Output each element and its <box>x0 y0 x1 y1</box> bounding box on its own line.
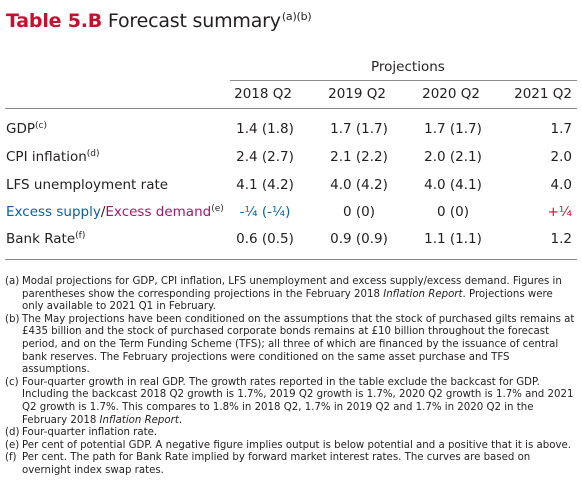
cell-lfs-2019q2: 4.0 (4.2) <box>330 177 388 193</box>
title-notes-ref: (a)(b) <box>281 10 312 23</box>
table-title-text: Forecast summary <box>107 10 281 32</box>
cell-excess-2019q2: 0 (0) <box>342 204 375 220</box>
cell-bankrate-2020q2: 1.1 (1.1) <box>424 231 482 247</box>
cell-bankrate-2021q2: 1.2 <box>550 231 572 247</box>
cell-lfs-2021q2: 4.0 <box>550 177 572 193</box>
cell-lfs-2018q2: 4.1 (4.2) <box>236 177 294 193</box>
footnote-f: (f) Per cent. The path for Bank Rate imp… <box>5 452 531 476</box>
cell-cpi-2020q2: 2.0 (2.1) <box>424 149 482 165</box>
column-header-2021q2: 2021 Q2 <box>514 86 572 102</box>
cell-bankrate-2019q2: 0.9 (0.9) <box>330 231 388 247</box>
column-header-2018q2: 2018 Q2 <box>234 86 292 102</box>
projections-header: Projections <box>371 59 445 75</box>
footnote-d: (d) Four-quarter inflation rate. <box>5 427 158 439</box>
cell-lfs-2020q2: 4.0 (4.1) <box>424 177 482 193</box>
cell-bankrate-2018q2: 0.6 (0.5) <box>236 231 294 247</box>
row-label-gdp: GDP(c) <box>6 121 47 137</box>
cell-gdp-2020q2: 1.7 (1.7) <box>424 121 482 137</box>
row-label-lfs-unemployment: LFS unemployment rate <box>6 177 169 193</box>
header-rule <box>5 108 577 109</box>
cell-cpi-2019q2: 2.1 (2.2) <box>330 149 388 165</box>
footnotes: (a) Modal projections for GDP, CPI infla… <box>5 276 577 478</box>
cell-excess-2021q2: +¼ <box>547 204 572 220</box>
footnote-b: (b) The May projections have been condit… <box>5 313 575 376</box>
row-label-bank-rate: Bank Rate(f) <box>6 231 86 247</box>
footnote-a: (a) Modal projections for GDP, CPI infla… <box>5 276 562 313</box>
row-label-excess-supply-demand: Excess supply/Excess demand(e) <box>6 204 224 220</box>
cell-excess-2018q2: -¼ (-¼) <box>239 204 291 220</box>
table-title: Table 5.B Forecast summary(a)(b) <box>6 10 312 32</box>
cell-gdp-2021q2: 1.7 <box>550 121 572 137</box>
column-header-2020q2: 2020 Q2 <box>422 86 480 102</box>
cell-gdp-2019q2: 1.7 (1.7) <box>330 121 388 137</box>
cell-cpi-2018q2: 2.4 (2.7) <box>236 149 294 165</box>
excess-demand-label: Excess demand <box>105 204 212 220</box>
excess-supply-label: Excess supply <box>6 204 101 220</box>
cell-excess-2020q2: 0 (0) <box>436 204 469 220</box>
footnote-c: (c) Four-quarter growth in real GDP. The… <box>5 376 574 426</box>
projections-rule <box>230 80 577 81</box>
cell-cpi-2021q2: 2.0 <box>550 149 572 165</box>
table-number: Table 5.B <box>6 10 103 32</box>
table-bottom-rule <box>5 259 577 260</box>
row-label-cpi-inflation: CPI inflation(d) <box>6 149 100 165</box>
footnote-e: (e) Per cent of potential GDP. A negativ… <box>5 439 571 451</box>
column-header-2019q2: 2019 Q2 <box>328 86 386 102</box>
cell-gdp-2018q2: 1.4 (1.8) <box>236 121 294 137</box>
